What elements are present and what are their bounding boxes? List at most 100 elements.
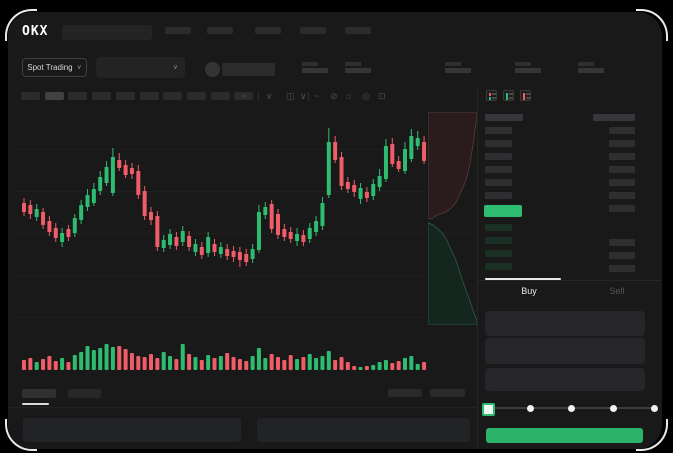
active-tab-indicator xyxy=(485,278,561,280)
bottom-action-placeholder[interactable] xyxy=(430,389,465,397)
bid-price-placeholder[interactable] xyxy=(485,224,512,231)
slider-stop[interactable] xyxy=(526,405,534,412)
timeframe-button[interactable] xyxy=(68,92,88,100)
book-both-icon[interactable] xyxy=(486,90,497,101)
slider-handle[interactable] xyxy=(482,403,495,416)
candle-body xyxy=(123,165,128,175)
volume-bar xyxy=(53,361,58,370)
bid-amount-placeholder[interactable] xyxy=(609,239,635,246)
bid-price-placeholder[interactable] xyxy=(485,250,512,257)
ob-header-amount xyxy=(593,114,635,121)
volume-bar xyxy=(129,353,134,370)
chevron-down-icon[interactable]: ∨ xyxy=(266,91,273,101)
timeframe-button[interactable] xyxy=(186,92,206,100)
indicator-wave-icon[interactable]: ≈ xyxy=(242,91,247,101)
timeframe-button[interactable] xyxy=(234,92,254,100)
bottom-tab-orders[interactable] xyxy=(22,389,56,398)
candle-body xyxy=(199,247,204,255)
candle-body xyxy=(161,240,166,248)
candle-body xyxy=(269,204,274,229)
ask-amount-placeholder[interactable] xyxy=(609,127,635,134)
timeframe-button[interactable] xyxy=(92,92,112,100)
candle-body xyxy=(307,228,312,239)
tab-buy[interactable]: Buy xyxy=(521,286,537,296)
tab-sell[interactable]: Sell xyxy=(609,286,625,296)
candle-body xyxy=(237,252,242,260)
bottom-tab-history[interactable] xyxy=(68,389,101,398)
settings-icon[interactable]: ◎ xyxy=(362,91,370,101)
nav-item-placeholder[interactable] xyxy=(255,27,281,34)
book-asks-icon[interactable] xyxy=(520,90,531,101)
last-price-badge[interactable] xyxy=(484,205,522,217)
chevron-down-icon: ∨ xyxy=(76,64,82,71)
ob-header-price xyxy=(485,114,523,121)
stat-value-placeholder xyxy=(302,68,328,73)
depth-chart[interactable] xyxy=(428,112,477,325)
candle-body xyxy=(295,234,300,241)
line-tool-icon[interactable]: ~ xyxy=(314,91,320,101)
volume-bar xyxy=(250,356,255,370)
timeframe-button[interactable] xyxy=(21,92,40,100)
volume-bar xyxy=(383,360,388,370)
market-type-label: Spot Trading xyxy=(27,63,73,72)
buy-submit-button[interactable] xyxy=(486,428,643,443)
ask-amount-placeholder[interactable] xyxy=(609,140,635,147)
market-type-selector[interactable]: Spot Trading ∨ xyxy=(22,58,87,77)
candle-body xyxy=(371,184,376,196)
nav-item-placeholder[interactable] xyxy=(345,27,371,34)
ask-amount-placeholder[interactable] xyxy=(609,166,635,173)
stat-label-placeholder xyxy=(445,62,461,66)
candle-body xyxy=(85,195,90,207)
ask-price-placeholder[interactable] xyxy=(485,140,512,147)
orders-table-placeholder xyxy=(23,418,241,442)
volume-chart[interactable] xyxy=(20,342,432,370)
ask-price-placeholder[interactable] xyxy=(485,179,512,186)
ask-price-placeholder[interactable] xyxy=(485,153,512,160)
bid-price-placeholder[interactable] xyxy=(485,237,512,244)
ask-price-placeholder[interactable] xyxy=(485,192,512,199)
price-input[interactable] xyxy=(485,311,645,336)
volume-bar xyxy=(206,355,211,370)
candlestick-chart[interactable] xyxy=(20,115,432,273)
bid-price-placeholder[interactable] xyxy=(485,263,512,270)
candle-body xyxy=(72,218,77,233)
candle-body xyxy=(117,160,122,168)
compare-icon[interactable]: ⊘ xyxy=(330,91,338,101)
timeframe-button[interactable] xyxy=(210,92,230,100)
camera-icon[interactable]: ⌂ xyxy=(346,91,352,101)
candle-body xyxy=(34,209,39,217)
nav-item-placeholder[interactable] xyxy=(300,27,326,34)
chevron-down-icon[interactable]: ∨ xyxy=(300,91,307,101)
volume-bar xyxy=(199,360,204,370)
bottom-action-placeholder[interactable] xyxy=(388,389,422,397)
total-input[interactable] xyxy=(485,368,645,391)
bid-amount-placeholder[interactable] xyxy=(609,252,635,259)
bid-amount-placeholder[interactable] xyxy=(609,265,635,272)
ask-price-placeholder[interactable] xyxy=(485,127,512,134)
timeframe-button[interactable] xyxy=(44,92,64,100)
slider-stop[interactable] xyxy=(651,405,658,412)
fullscreen-icon[interactable]: ⊡ xyxy=(378,91,386,101)
ask-amount-placeholder[interactable] xyxy=(609,192,635,199)
candle-style-icon[interactable]: ◫ xyxy=(286,91,295,101)
slider-stop[interactable] xyxy=(568,405,575,412)
volume-bar xyxy=(104,344,109,370)
okx-logo[interactable]: OKX xyxy=(22,24,49,39)
timeframe-button[interactable] xyxy=(163,92,183,100)
ask-amount-placeholder[interactable] xyxy=(609,179,635,186)
volume-bar xyxy=(168,356,173,370)
volume-bar xyxy=(60,358,65,370)
nav-item-placeholder[interactable] xyxy=(165,27,191,34)
timeframe-button[interactable] xyxy=(139,92,159,100)
ask-amount-placeholder[interactable] xyxy=(609,205,635,212)
pair-selector[interactable]: ∨ xyxy=(96,57,185,78)
book-bids-icon[interactable] xyxy=(503,90,514,101)
nav-item-placeholder[interactable] xyxy=(207,27,233,34)
ask-amount-placeholder[interactable] xyxy=(609,153,635,160)
candle-body xyxy=(28,205,33,214)
timeframe-button[interactable] xyxy=(115,92,135,100)
search-placeholder[interactable] xyxy=(62,25,152,40)
ask-price-placeholder[interactable] xyxy=(485,166,512,173)
amount-input[interactable] xyxy=(485,338,645,364)
slider-stop[interactable] xyxy=(609,405,617,412)
